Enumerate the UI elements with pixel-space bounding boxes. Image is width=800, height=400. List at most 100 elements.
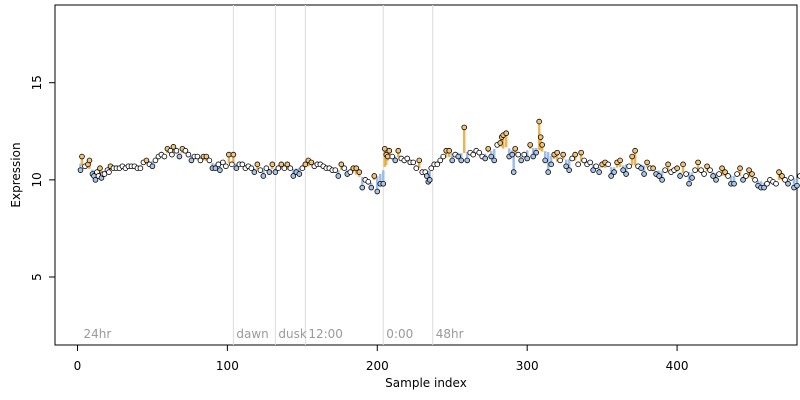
- y-axis: 5 10 15: [30, 75, 55, 281]
- data-point: [510, 169, 517, 175]
- x-axis-title: Sample index: [385, 376, 467, 390]
- data-point: [226, 151, 232, 158]
- data-point: [206, 157, 213, 164]
- data-point: [437, 157, 444, 164]
- data-point: [740, 177, 746, 183]
- data-point: [650, 165, 656, 172]
- data-point: [521, 151, 527, 158]
- data-point: [509, 151, 515, 158]
- data-point: [194, 153, 201, 160]
- data-point: [251, 169, 258, 175]
- data-point: [137, 165, 144, 172]
- data-point: [527, 142, 533, 148]
- data-point: [248, 165, 255, 172]
- data-point: [629, 153, 635, 160]
- data-point: [308, 159, 315, 166]
- data-point: [233, 165, 240, 172]
- data-point: [257, 167, 264, 173]
- data-point: [106, 169, 112, 175]
- y-tick-label: 10: [30, 172, 44, 187]
- data-point: [485, 145, 492, 152]
- data-point: [143, 157, 150, 164]
- data-point: [368, 184, 375, 191]
- data-point: [170, 144, 177, 150]
- data-point: [353, 165, 360, 172]
- data-point: [239, 161, 246, 168]
- data-point: [464, 157, 471, 164]
- data-point: [773, 180, 779, 187]
- data-point: [581, 157, 587, 164]
- data-point: [572, 151, 578, 158]
- data-point: [260, 173, 267, 179]
- data-point: [446, 147, 453, 154]
- data-point: [785, 180, 791, 187]
- data-point: [272, 169, 279, 175]
- phase-label: 24hr: [83, 327, 111, 341]
- data-point: [566, 167, 572, 173]
- data-point: [491, 157, 498, 164]
- data-point: [152, 157, 159, 164]
- phase-label: 48hr: [436, 327, 464, 341]
- data-point: [290, 173, 297, 179]
- data-point: [169, 151, 175, 158]
- data-point: [461, 124, 468, 131]
- x-tick-label: 0: [74, 359, 82, 373]
- data-point: [449, 157, 456, 164]
- data-point: [737, 165, 743, 172]
- phase-labels: 24hr dawn dusk 12:00 0:00 48hr: [83, 327, 463, 341]
- phase-label: dawn: [236, 327, 268, 341]
- data-point: [284, 161, 291, 168]
- data-point: [575, 161, 581, 168]
- data-point: [380, 180, 387, 187]
- data-point: [341, 165, 348, 172]
- data-point: [716, 171, 722, 177]
- data-point: [220, 159, 226, 166]
- data-point: [611, 169, 617, 175]
- data-point: [626, 163, 632, 170]
- data-point: [686, 180, 692, 187]
- data-point: [215, 161, 222, 168]
- data-point: [638, 165, 644, 172]
- data-point: [701, 171, 707, 177]
- data-point: [623, 171, 629, 177]
- data-point: [356, 169, 363, 175]
- data-point: [644, 159, 650, 166]
- data-point: [371, 173, 378, 179]
- data-point: [512, 145, 518, 152]
- data-point: [722, 169, 728, 175]
- data-point: [537, 134, 544, 140]
- data-point: [92, 177, 99, 183]
- phase-lines: [232, 5, 434, 345]
- data-point: [587, 159, 593, 166]
- y-tick-label: 15: [30, 75, 44, 90]
- data-point: [698, 167, 704, 173]
- data-point: [536, 118, 542, 125]
- data-point: [440, 153, 447, 160]
- data-point: [746, 167, 752, 173]
- data-point: [539, 142, 545, 148]
- data-point: [548, 161, 554, 168]
- data-point: [557, 157, 563, 164]
- data-point: [86, 157, 93, 164]
- phase-label: 12:00: [308, 327, 343, 341]
- data-point: [254, 161, 261, 168]
- data-point: [381, 145, 388, 152]
- data-point: [779, 173, 785, 179]
- data-point: [560, 151, 566, 158]
- data-point: [223, 163, 229, 170]
- data-point: [776, 169, 782, 175]
- data-point: [782, 177, 788, 183]
- data-point: [263, 165, 270, 172]
- phase-label: 0:00: [386, 327, 413, 341]
- data-point: [497, 140, 504, 146]
- x-tick-label: 200: [366, 359, 389, 373]
- y-tick-label: 5: [30, 273, 44, 281]
- data-point: [161, 153, 168, 160]
- data-point: [416, 157, 423, 164]
- data-point: [620, 167, 626, 173]
- data-point: [428, 165, 435, 172]
- data-point: [689, 175, 695, 181]
- data-point: [302, 161, 309, 168]
- data-point: [707, 167, 713, 173]
- data-point: [434, 161, 441, 168]
